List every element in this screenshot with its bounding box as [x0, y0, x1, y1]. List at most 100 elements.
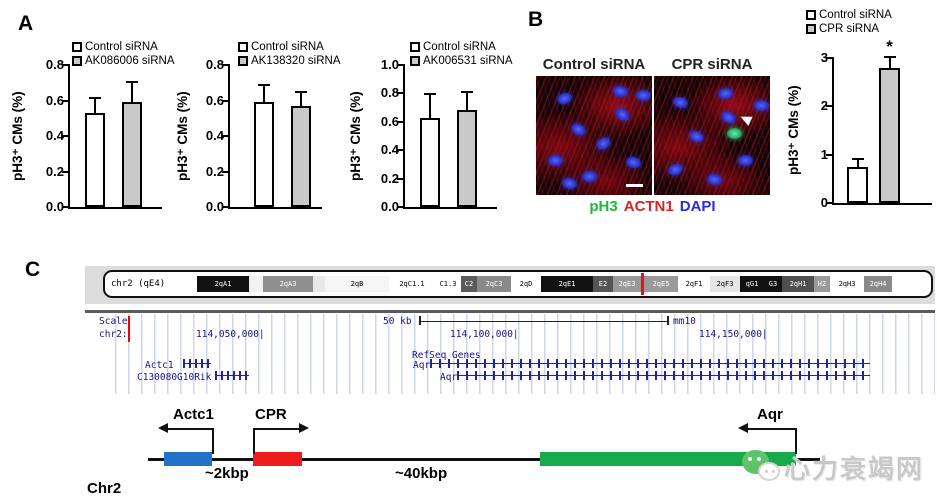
y-tick-mark [397, 177, 405, 180]
y-tick-mark [62, 99, 70, 102]
y-tick-mark [222, 206, 230, 208]
gene-label-aqr-2: Aqr [440, 372, 458, 383]
gene-label-aqr-1: Aqr [413, 360, 431, 371]
error-bar [89, 96, 101, 114]
cell-nucleus [560, 177, 578, 191]
wechat-icon [742, 448, 784, 486]
y-tick-label: 0.4 [380, 142, 399, 158]
schematic-gene-label-cpr: CPR [255, 406, 287, 423]
gene-glyph-aqr-1 [430, 359, 870, 368]
gene-glyph-c130080g10rik [215, 371, 249, 380]
cell-nucleus [613, 105, 632, 124]
cell-nucleus [666, 161, 685, 178]
cell-nucleus [706, 172, 724, 186]
genome-browser-view: chr2 (qE4) 2qA1 2qA3 2qB 2qC1.1 C1.3 C2 2qC3 2q… [85, 266, 935, 396]
y-tick-label: 0.2 [205, 163, 224, 179]
y-tick-label: 0 [820, 195, 828, 210]
legend-item: Control siRNA [72, 40, 175, 54]
gene-glyph-aqr-2 [457, 371, 870, 380]
chart-ak138320-sirna: Control siRNA AK138320 siRNA pH3⁺ CMs (%) 0… [175, 40, 350, 252]
panel-c-label: C [25, 258, 41, 281]
y-tick-label: 0.6 [45, 92, 64, 108]
bar-control [254, 102, 274, 207]
y-tick-label: 0.8 [45, 57, 64, 72]
plot-area: 0.0 0.2 0.4 0.6 0.8 [206, 57, 322, 214]
cell-nucleus [753, 99, 769, 111]
y-tick-mark [222, 170, 230, 173]
ideogram-band: 2qE5 [644, 276, 678, 292]
legend-swatch [806, 24, 816, 34]
ideogram-band: qG1 [740, 276, 764, 292]
bar-treatment [291, 105, 311, 207]
bar-treatment [457, 110, 477, 207]
micrograph-control-sirna-image [536, 76, 652, 195]
bar-control [847, 166, 868, 203]
gene-label-c130080g10rik: C130080G10Rik [137, 372, 212, 383]
y-tick-label: 0.0 [205, 199, 224, 214]
aqr-gene-box [540, 452, 796, 466]
y-tick-label: 0.0 [45, 199, 64, 214]
cell-nucleus [635, 90, 651, 102]
ideogram-band: H2 [814, 276, 830, 292]
ideogram-band: 2qA3 [263, 276, 313, 292]
y-tick-label: 0.4 [205, 128, 224, 143]
y-tick-label: 2 [820, 98, 828, 114]
cell-nucleus [547, 154, 563, 166]
ideogram-band: E2 [593, 276, 613, 292]
legend-item: AK086006 siRNA [72, 54, 175, 68]
cell-nucleus [555, 90, 574, 106]
locus-schematic: Actc1 CPR Aqr ~2kbp ~40kbp Chr2 [85, 402, 937, 502]
legend-label: Control siRNA [85, 41, 158, 53]
cell-nucleus [687, 128, 706, 145]
panel-a-label: A [18, 12, 34, 35]
separator-line [85, 310, 935, 313]
distance-label-2kbp: ~2kbp [205, 465, 249, 482]
y-tick-label: 0.8 [205, 57, 224, 72]
legend-swatch [72, 56, 82, 66]
chart-legend: Control siRNA AK138320 siRNA [238, 40, 341, 68]
ideogram-band: 2qD [511, 276, 541, 292]
y-tick-mark [826, 105, 834, 108]
y-tick-mark [62, 64, 70, 66]
chromosome-ideogram: chr2 (qE4) 2qA1 2qA3 2qB 2qC1.1 C1.3 C2 2qC3 2q… [103, 270, 933, 298]
arrowhead-icon [738, 112, 753, 126]
legend-label: AK086006 siRNA [85, 55, 175, 67]
legend-swatch [238, 56, 248, 66]
bar-treatment [879, 67, 900, 203]
y-tick-mark [222, 99, 230, 102]
ideogram-band: 2qC1.1 [389, 276, 435, 292]
legend-label: Control siRNA [423, 41, 496, 53]
channel-legend: pH3 ACTN1 DAPI [536, 198, 769, 215]
schematic-chrom-label: Chr2 [87, 480, 122, 497]
legend-swatch [72, 42, 82, 52]
panel-b-label: B [528, 8, 544, 31]
legend-label: Control siRNA [251, 41, 324, 53]
y-tick-mark [222, 64, 230, 66]
y-tick-mark [826, 202, 834, 204]
distance-label-40kbp: ~40kbp [395, 465, 448, 482]
cell-nucleus [594, 134, 614, 153]
plot-area: 0 1 2 3 * [821, 37, 932, 210]
significance-asterisk: * [886, 37, 893, 56]
ideogram-band: 2qC3 [477, 276, 511, 292]
ideogram-band: 2qF3 [710, 276, 740, 292]
y-tick-label: 3 [820, 50, 828, 65]
legend-label: AK138320 siRNA [251, 55, 341, 67]
chart-cpr-sirna: Control siRNA CPR siRNA pH3⁺ CMs (%) 0 1 2 3 * [786, 8, 937, 220]
bar-control [85, 112, 105, 207]
gridlines [115, 314, 935, 394]
legend-label: Control siRNA [819, 9, 892, 21]
ideogram-band: 2qE3 [613, 276, 641, 292]
error-bar [851, 157, 864, 168]
gene-glyph-actc1 [183, 359, 211, 368]
ideogram-band: G3 [764, 276, 782, 292]
actc1-tss-arrow [158, 423, 214, 454]
coordinate-label: 114,050,000| [196, 329, 265, 340]
y-tick-label: 0.0 [380, 199, 399, 214]
y-tick-mark [826, 57, 834, 59]
ideogram-bands: 2qA1 2qA3 2qB 2qC1.1 C1.3 C2 2qC3 2qD 2qE1 E2 2qE3… [197, 273, 925, 295]
error-bar [883, 56, 896, 68]
error-bar [461, 91, 473, 111]
cpr-tss-arrow [253, 423, 309, 454]
